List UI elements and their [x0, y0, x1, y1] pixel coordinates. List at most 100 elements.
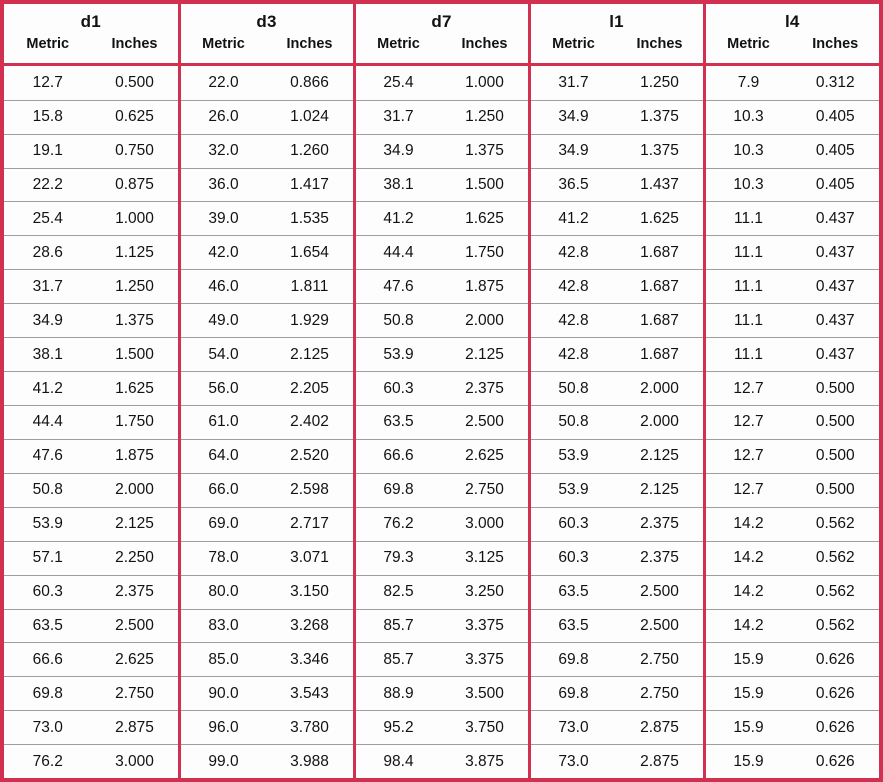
metric-value: 53.9 — [352, 337, 442, 373]
metric-value: 10.3 — [702, 168, 792, 203]
metric-value: 39.0 — [177, 201, 267, 237]
inches-value: 3.150 — [266, 575, 354, 610]
inches-value: 0.866 — [266, 64, 354, 101]
metric-value: 82.5 — [352, 575, 442, 610]
metric-value: 63.5 — [527, 575, 617, 610]
metric-value: 73.0 — [527, 710, 617, 746]
inches-value: 1.125 — [91, 235, 179, 271]
inches-value: 1.024 — [266, 100, 354, 135]
table-row: 31.7 1.250 46.0 1.811 47.6 1.875 42.8 1.… — [4, 269, 879, 305]
metric-header: Metric — [4, 34, 92, 66]
metric-value: 53.9 — [4, 507, 92, 542]
metric-value: 60.3 — [527, 541, 617, 576]
inches-value: 0.562 — [791, 541, 879, 576]
inches-value: 0.500 — [91, 64, 179, 101]
inches-value: 1.250 — [91, 269, 179, 305]
metric-value: 14.2 — [702, 575, 792, 610]
inches-value: 0.437 — [791, 337, 879, 373]
table-row: 76.2 3.000 99.0 3.988 98.4 3.875 73.0 2.… — [4, 744, 879, 778]
inches-value: 1.750 — [441, 235, 529, 271]
metric-value: 73.0 — [527, 744, 617, 778]
metric-value: 11.1 — [702, 337, 792, 373]
metric-value: 38.1 — [352, 168, 442, 203]
table-row: 19.1 0.750 32.0 1.260 34.9 1.375 34.9 1.… — [4, 134, 879, 169]
inches-value: 3.500 — [441, 676, 529, 712]
table-row: 41.2 1.625 56.0 2.205 60.3 2.375 50.8 2.… — [4, 371, 879, 407]
inches-value: 2.598 — [266, 473, 354, 508]
inches-value: 1.875 — [441, 269, 529, 305]
metric-value: 42.8 — [527, 235, 617, 271]
metric-value: 83.0 — [177, 609, 267, 644]
inches-value: 1.687 — [616, 303, 704, 339]
metric-value: 63.5 — [4, 609, 92, 644]
metric-value: 41.2 — [352, 201, 442, 237]
metric-header: Metric — [352, 34, 442, 66]
metric-value: 11.1 — [702, 235, 792, 271]
inches-value: 1.625 — [91, 371, 179, 407]
inches-value: 0.405 — [791, 168, 879, 203]
inches-value: 2.250 — [91, 541, 179, 576]
metric-value: 34.9 — [527, 100, 617, 135]
metric-value: 96.0 — [177, 710, 267, 746]
metric-value: 38.1 — [4, 337, 92, 373]
metric-value: 12.7 — [702, 405, 792, 440]
table-row: 15.8 0.625 26.0 1.024 31.7 1.250 34.9 1.… — [4, 100, 879, 135]
metric-value: 10.3 — [702, 100, 792, 135]
table-row: 34.9 1.375 49.0 1.929 50.8 2.000 42.8 1.… — [4, 303, 879, 339]
inches-value: 2.125 — [441, 337, 529, 373]
inches-value: 2.750 — [441, 473, 529, 508]
metric-value: 44.4 — [352, 235, 442, 271]
inches-value: 0.626 — [791, 642, 879, 678]
inches-value: 0.405 — [791, 134, 879, 169]
inches-value: 0.437 — [791, 201, 879, 237]
metric-header: Metric — [177, 34, 267, 66]
inches-value: 2.000 — [616, 371, 704, 407]
column-group-label-d7: d7 — [352, 4, 529, 34]
inches-value: 1.811 — [266, 269, 354, 305]
inches-value: 2.750 — [91, 676, 179, 712]
metric-value: 22.0 — [177, 64, 267, 101]
metric-value: 31.7 — [527, 64, 617, 101]
inches-value: 0.875 — [91, 168, 179, 203]
inches-value: 1.654 — [266, 235, 354, 271]
column-group-label-l4: l4 — [702, 4, 879, 34]
inches-value: 2.750 — [616, 676, 704, 712]
inches-value: 2.125 — [616, 473, 704, 508]
column-group-label-d3: d3 — [177, 4, 354, 34]
metric-value: 14.2 — [702, 609, 792, 644]
inches-value: 1.875 — [91, 439, 179, 474]
metric-value: 14.2 — [702, 541, 792, 576]
metric-value: 54.0 — [177, 337, 267, 373]
metric-value: 85.7 — [352, 609, 442, 644]
metric-value: 10.3 — [702, 134, 792, 169]
metric-value: 69.8 — [527, 676, 617, 712]
metric-value: 32.0 — [177, 134, 267, 169]
metric-value: 25.4 — [352, 64, 442, 101]
metric-value: 61.0 — [177, 405, 267, 440]
metric-value: 85.0 — [177, 642, 267, 678]
metric-value: 31.7 — [4, 269, 92, 305]
metric-value: 42.8 — [527, 303, 617, 339]
inches-value: 2.520 — [266, 439, 354, 474]
metric-value: 73.0 — [4, 710, 92, 746]
metric-value: 56.0 — [177, 371, 267, 407]
metric-value: 36.5 — [527, 168, 617, 203]
inches-value: 1.687 — [616, 235, 704, 271]
metric-value: 22.2 — [4, 168, 92, 203]
inches-value: 2.875 — [640, 752, 679, 770]
metric-value: 15.8 — [4, 100, 92, 135]
inches-header: Inches — [91, 34, 179, 66]
table-row: 47.6 1.875 64.0 2.520 66.6 2.625 53.9 2.… — [4, 439, 879, 474]
inches-value: 3.000 — [115, 752, 154, 770]
inches-value: 1.687 — [616, 337, 704, 373]
metric-value: 49.0 — [177, 303, 267, 339]
inches-value: 1.500 — [91, 337, 179, 373]
metric-value: 90.0 — [177, 676, 267, 712]
inches-value: 2.500 — [441, 405, 529, 440]
table-row: 12.7 0.500 22.0 0.866 25.4 1.000 31.7 1.… — [4, 64, 879, 101]
metric-value: 31.7 — [352, 100, 442, 135]
inches-value: 0.562 — [791, 575, 879, 610]
inches-header: Inches — [441, 34, 529, 66]
inches-value: 2.375 — [616, 507, 704, 542]
